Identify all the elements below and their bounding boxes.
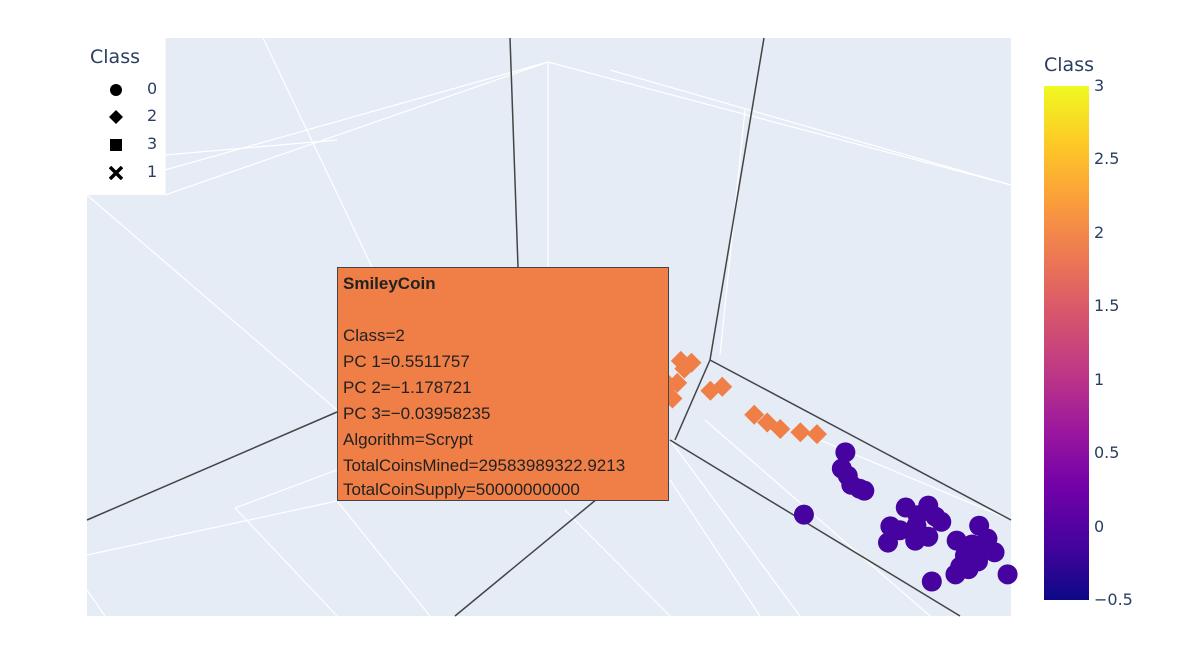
colorbar-tick-label: 3: [1094, 76, 1105, 95]
legend-label: 3: [147, 134, 158, 153]
legend: Class 0 2 3 1: [87, 38, 165, 195]
data-point-class-0[interactable]: [997, 564, 1018, 585]
tooltip-line-pc2: PC 2=−1.178721: [343, 378, 472, 397]
colorbar: [1044, 86, 1089, 600]
data-point-class-2[interactable]: [744, 404, 765, 425]
axis-lines: [86, 37, 1012, 617]
legend-label: 0: [147, 79, 158, 98]
data-point-class-0[interactable]: [946, 530, 967, 551]
tooltip-line-coins-mined: TotalCoinsMined=29583989322.9213: [343, 456, 626, 475]
colorbar-tick-label: 1: [1094, 369, 1105, 389]
data-point-class-0[interactable]: [965, 549, 986, 570]
tooltip-line-class: Class=2: [343, 326, 405, 345]
tooltip-line-algorithm: Algorithm=Scrypt: [343, 430, 473, 449]
data-point-class-0[interactable]: [835, 442, 856, 463]
tooltip-pointer: [668, 374, 679, 396]
grid-lines: [86, 37, 1012, 617]
x-icon: [109, 166, 123, 180]
data-point-class-2[interactable]: [712, 376, 733, 397]
colorbar-tick-label: 0: [1094, 516, 1105, 536]
colorbar-title: Class: [1044, 54, 1094, 76]
data-point-class-0[interactable]: [931, 511, 952, 532]
colorbar-tick-label: 0.5: [1094, 443, 1120, 463]
tooltip-title: SmileyCoin: [343, 274, 436, 293]
colorbar-tick-label: 2: [1094, 222, 1105, 242]
data-point-class-0[interactable]: [977, 528, 998, 549]
legend-item-2[interactable]: 2: [87, 105, 165, 129]
colorbar-tick-label: 1.5: [1094, 296, 1120, 316]
data-point-class-0[interactable]: [793, 504, 814, 525]
square-icon: [110, 139, 122, 151]
legend-title: Class: [90, 46, 140, 68]
data-point-class-0[interactable]: [906, 515, 927, 536]
legend-item-3[interactable]: 3: [87, 133, 165, 157]
data-point-class-2[interactable]: [770, 418, 791, 439]
legend-item-1[interactable]: 1: [87, 161, 165, 185]
legend-label: 1: [147, 162, 158, 181]
hover-tooltip: SmileyCoin Class=2 PC 1=0.5511757 PC 2=−…: [337, 267, 669, 501]
data-point-class-2[interactable]: [790, 422, 811, 443]
data-point-class-2[interactable]: [681, 352, 702, 373]
circle-icon: [110, 84, 122, 96]
data-point-class-0[interactable]: [921, 571, 942, 592]
data-point-class-0[interactable]: [889, 520, 910, 541]
tooltip-line-pc1: PC 1=0.5511757: [343, 352, 470, 371]
data-point-class-2[interactable]: [806, 424, 827, 445]
data-point-class-0[interactable]: [878, 532, 898, 553]
colorbar-tick-label: −0.5: [1094, 590, 1133, 609]
diamond-icon: [109, 110, 123, 124]
legend-label: 2: [147, 106, 158, 125]
tooltip-line-coin-supply: TotalCoinSupply=50000000000: [343, 480, 580, 499]
data-point-class-0[interactable]: [854, 480, 875, 501]
data-point-class-0[interactable]: [905, 530, 926, 551]
colorbar-tick-label: 2.5: [1094, 149, 1120, 169]
tooltip-line-pc3: PC 3=−0.03958235: [343, 404, 491, 423]
legend-item-0[interactable]: 0: [87, 78, 165, 102]
data-point-class-0[interactable]: [950, 556, 971, 577]
